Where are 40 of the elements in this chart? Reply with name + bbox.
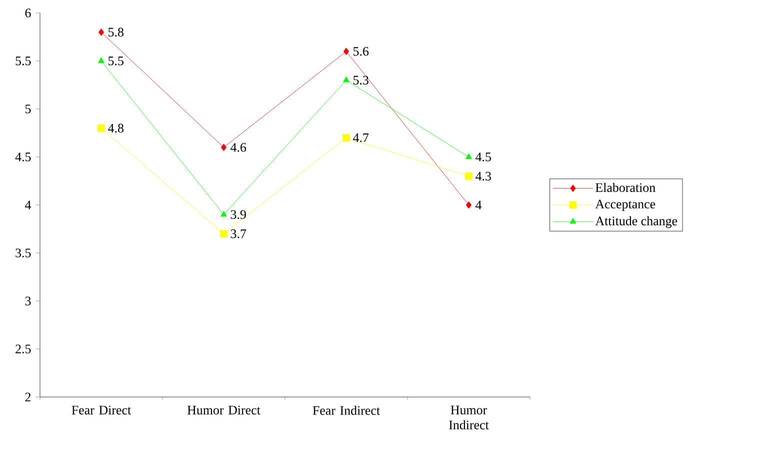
point [220,144,227,152]
x-tick-label: Humor Direct [187,406,260,414]
data-label: 4.3 [476,172,491,181]
point [220,210,227,217]
y-tick-label: 5 [26,104,31,114]
data-label: 5.3 [354,76,368,85]
point [465,172,472,180]
y-tick-label: 4.5 [15,152,31,162]
data-label: 3.9 [230,210,246,219]
y-tick-label: 4 [25,200,32,210]
point [466,201,472,209]
y-tick-label: 3.5 [16,248,31,258]
data-label: 4.6 [230,143,246,152]
y-tick-label: 5.5 [16,56,31,66]
data-label: 3.7 [230,229,246,238]
point [343,76,350,82]
y-tick-label: 2.5 [16,344,31,354]
point [220,230,228,238]
x-tick-label: Fear Direct [72,406,132,414]
y-tick-label: 6 [25,8,31,18]
x-tick-label: Humor Indirect [449,406,489,430]
legend-label: Acceptance [595,200,656,212]
data-label: 5.8 [108,28,124,37]
point [98,57,104,63]
y-tick-label: 2 [25,392,31,402]
data-label: 4.5 [476,152,491,162]
data-label: 4.7 [353,133,369,142]
point [343,48,350,56]
point [98,28,104,36]
point [342,134,350,142]
legend-label: Attitude change [595,216,678,228]
point [98,124,105,132]
data-label: 5.5 [108,56,124,66]
point [466,153,472,159]
data-label: 4 [476,200,482,210]
data-label: 4.8 [108,124,124,133]
y-tick-label: 3 [25,296,31,306]
legend-label: Elaboration [596,182,656,192]
data-label: 5.6 [354,47,369,56]
x-tick-label: Fear Indirect [312,406,380,415]
